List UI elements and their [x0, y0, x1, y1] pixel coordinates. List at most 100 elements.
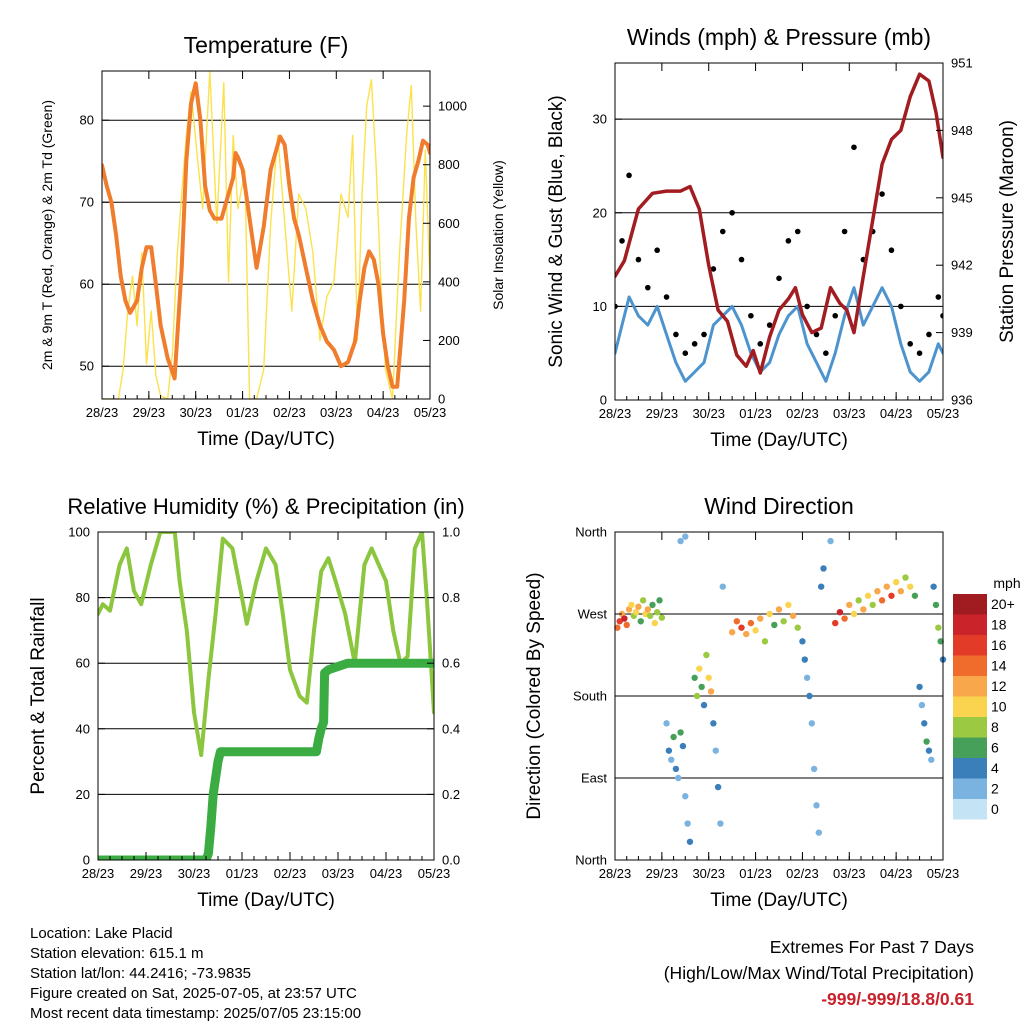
x-axis-label: Time (Day/UTC) — [710, 890, 848, 911]
direction-point — [911, 592, 919, 599]
legend-swatch — [953, 676, 987, 697]
direction-point — [902, 574, 909, 581]
direction-point — [892, 578, 900, 586]
y-right-tick-label: 200 — [438, 333, 460, 348]
direction-point — [743, 630, 750, 638]
direction-point — [728, 629, 736, 636]
gust-point — [729, 209, 735, 216]
x-tick-label: 03/23 — [833, 866, 866, 881]
gust-point — [916, 350, 923, 356]
x-tick-label: 05/23 — [927, 406, 960, 421]
direction-point — [719, 583, 726, 590]
direction-point — [869, 601, 876, 609]
gust-point — [757, 341, 764, 347]
direction-point — [855, 597, 862, 604]
x-tick-label: 30/23 — [692, 406, 725, 421]
direction-point — [705, 674, 712, 681]
chart-title: Winds (mph) & Pressure (mb) — [627, 24, 931, 50]
y-tick-label: 30 — [593, 112, 607, 127]
direction-point — [684, 820, 691, 827]
direction-point — [668, 756, 675, 763]
legend-label: 6 — [991, 740, 999, 756]
direction-point — [923, 738, 930, 745]
legend-title: mph — [993, 575, 1020, 591]
y-tick-label: 20 — [593, 205, 607, 220]
direction-point — [682, 793, 689, 800]
y-right-tick-label: 951 — [951, 56, 973, 71]
y-axis-label: Sonic Wind & Gust (Blue, Black) — [546, 95, 567, 367]
direction-point — [639, 597, 647, 604]
direction-point — [810, 765, 818, 773]
chart-title: Wind Direction — [704, 493, 854, 519]
y-right-tick-label: 939 — [951, 325, 973, 340]
x-tick-label: 04/23 — [367, 405, 400, 420]
direction-point — [757, 615, 764, 622]
figure-created: Figure created on Sat, 2025-07-05, at 23… — [30, 985, 357, 1002]
y-right-axis-label: Station Pressure (Maroon) — [997, 120, 1018, 343]
y-tick-label: 40 — [76, 721, 90, 736]
direction-point — [677, 729, 684, 736]
direction-point — [928, 756, 935, 763]
y-tick-label: 60 — [80, 277, 94, 292]
y-tick-label: 70 — [80, 195, 94, 210]
direction-point — [918, 701, 926, 709]
legend-swatch — [953, 758, 987, 779]
panel-2: 28/23 29/23 30/23 01/23 02/23 03/23 04/23 05/23… — [546, 24, 1018, 451]
y-tick-label: West — [578, 607, 608, 622]
direction-point — [846, 601, 853, 609]
direction-point — [712, 747, 719, 754]
direction-point — [925, 747, 933, 754]
station-elevation: Station elevation: 615.1 m — [30, 945, 204, 962]
x-tick-label: 28/23 — [82, 866, 115, 881]
y-right-tick-label: 0.8 — [442, 590, 460, 605]
direction-point — [623, 621, 630, 629]
legend-label: 16 — [991, 637, 1007, 653]
legend-label: 20+ — [991, 596, 1015, 612]
series-relative-humidity — [98, 532, 434, 757]
direction-point — [836, 608, 844, 616]
gust-point — [898, 303, 904, 310]
gust-point — [738, 256, 745, 263]
direction-point — [649, 601, 656, 609]
y-right-tick-label: 0.6 — [442, 656, 460, 671]
direction-point — [616, 618, 623, 625]
direction-point — [789, 612, 797, 620]
legend-label: 10 — [991, 699, 1007, 715]
direction-point — [874, 588, 881, 595]
direction-point — [766, 610, 773, 618]
legend-label: 0 — [991, 801, 999, 817]
panel-3: 28/23 29/23 30/23 01/23 02/23 03/23 04/23 05/23… — [28, 494, 465, 911]
series-station-pressure — [615, 72, 943, 375]
y-axis-label: Direction (Colored By Speed) — [524, 572, 545, 819]
gust-point — [776, 275, 782, 282]
x-tick-label: 28/23 — [86, 405, 119, 420]
direction-point — [799, 638, 806, 645]
direction-point — [794, 624, 801, 631]
station-latlon: Station lat/lon: 44.2416; -73.9835 — [30, 965, 252, 982]
x-tick-label: 30/23 — [179, 405, 212, 420]
direction-point — [733, 618, 741, 625]
direction-point — [785, 601, 792, 609]
direction-point — [860, 606, 867, 613]
gust-point — [663, 294, 670, 300]
direction-point — [651, 619, 659, 627]
chart-title: Relative Humidity (%) & Precipitation (i… — [67, 494, 464, 519]
station-info: Location: Lake Placid Station elevation:… — [30, 924, 361, 1024]
legend-swatch — [953, 778, 987, 799]
extremes-subtitle: (High/Low/Max Wind/Total Precipitation) — [663, 963, 974, 983]
direction-point — [841, 615, 848, 622]
chart-title: Temperature (F) — [184, 32, 349, 58]
series-group — [102, 71, 430, 399]
y-axis-label: 2m & 9m T (Red, Orange) & 2m Td (Green) — [39, 100, 55, 370]
direction-point — [665, 747, 673, 754]
y-tick-label: 80 — [76, 590, 90, 605]
y-right-tick-label: 1000 — [438, 99, 467, 114]
direction-point — [780, 618, 787, 625]
x-tick-label: 02/23 — [786, 866, 819, 881]
direction-point — [672, 765, 680, 773]
y-tick-label: 10 — [593, 299, 607, 314]
y-right-tick-label: 942 — [951, 258, 973, 273]
series-precipitation — [98, 658, 434, 860]
x-axis-label: Time (Day/UTC) — [197, 429, 335, 450]
